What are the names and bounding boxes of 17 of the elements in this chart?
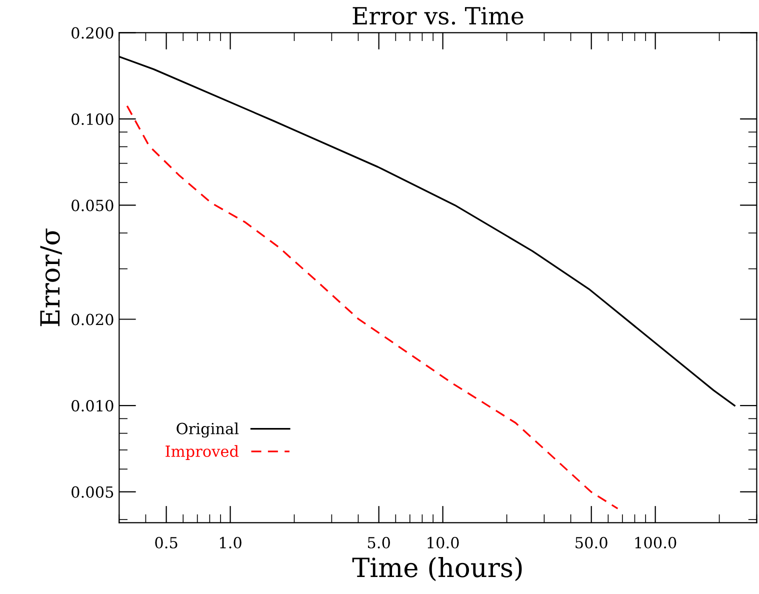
chart-title: Error vs. Time xyxy=(352,6,524,25)
y-tick-label: 0.010 xyxy=(72,400,114,412)
x-tick-label: 100.0 xyxy=(635,536,676,548)
y-tick-label: 0.050 xyxy=(72,200,114,212)
y-axis-title: Error/σ xyxy=(40,228,62,326)
y-tick-label: 0.100 xyxy=(72,113,114,125)
x-axis-title: Time (hours) xyxy=(352,556,522,582)
x-tick-label: 50.0 xyxy=(576,536,608,548)
x-tick-label: 10.0 xyxy=(428,536,459,548)
legend-label: Improved xyxy=(166,445,239,460)
x-tick-label: 5.0 xyxy=(368,536,390,548)
y-tick-label: 0.020 xyxy=(72,314,114,326)
x-tick-label: 0.5 xyxy=(155,536,178,548)
y-tick-label: 0.200 xyxy=(72,27,114,39)
legend-label: Original xyxy=(176,422,239,438)
y-tick-label: 0.005 xyxy=(72,486,114,498)
x-tick-label: 1.0 xyxy=(220,536,242,548)
